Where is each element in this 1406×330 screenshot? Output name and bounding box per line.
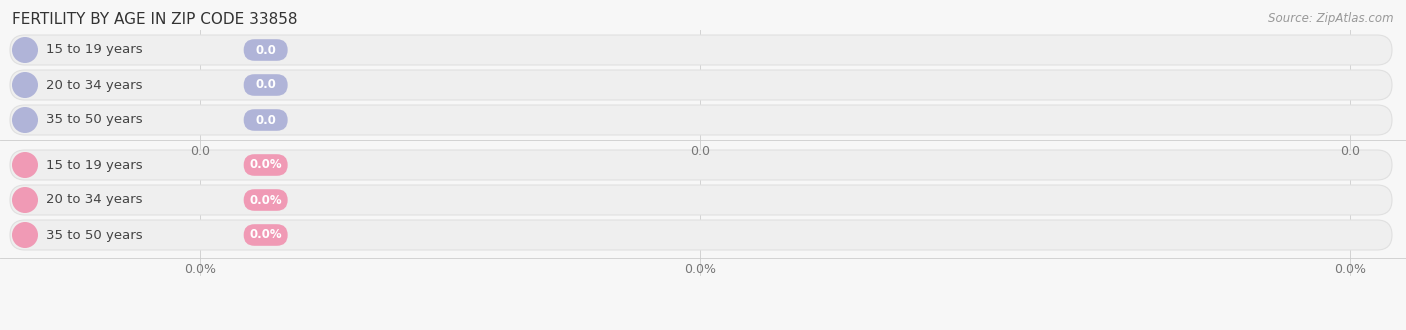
Text: 20 to 34 years: 20 to 34 years [46,193,142,207]
Text: 0.0: 0.0 [190,145,209,158]
FancyBboxPatch shape [243,39,288,61]
Text: 0.0%: 0.0% [249,193,283,207]
FancyBboxPatch shape [243,109,288,131]
Circle shape [13,73,38,97]
FancyBboxPatch shape [10,185,1392,215]
FancyBboxPatch shape [243,154,288,176]
Circle shape [13,38,38,62]
Text: 15 to 19 years: 15 to 19 years [46,158,142,172]
FancyBboxPatch shape [10,70,1392,100]
Text: 0.0%: 0.0% [184,263,217,276]
Text: 0.0%: 0.0% [683,263,716,276]
Text: 20 to 34 years: 20 to 34 years [46,79,142,91]
Text: Source: ZipAtlas.com: Source: ZipAtlas.com [1268,12,1393,25]
Text: 0.0: 0.0 [256,114,276,126]
FancyBboxPatch shape [243,189,288,211]
Text: 0.0: 0.0 [1340,145,1360,158]
Text: 35 to 50 years: 35 to 50 years [46,228,142,242]
Text: 0.0%: 0.0% [249,158,283,172]
Circle shape [13,223,38,247]
Text: 0.0%: 0.0% [249,228,283,242]
FancyBboxPatch shape [10,220,1392,250]
Circle shape [13,108,38,132]
Circle shape [13,153,38,177]
FancyBboxPatch shape [10,105,1392,135]
FancyBboxPatch shape [243,74,288,96]
Text: 35 to 50 years: 35 to 50 years [46,114,142,126]
FancyBboxPatch shape [10,35,1392,65]
Text: 0.0%: 0.0% [1334,263,1367,276]
Text: 0.0: 0.0 [256,79,276,91]
Text: FERTILITY BY AGE IN ZIP CODE 33858: FERTILITY BY AGE IN ZIP CODE 33858 [13,12,298,27]
FancyBboxPatch shape [10,150,1392,180]
Text: 0.0: 0.0 [256,44,276,56]
Text: 0.0: 0.0 [690,145,710,158]
FancyBboxPatch shape [243,224,288,246]
Circle shape [13,188,38,212]
Text: 15 to 19 years: 15 to 19 years [46,44,142,56]
